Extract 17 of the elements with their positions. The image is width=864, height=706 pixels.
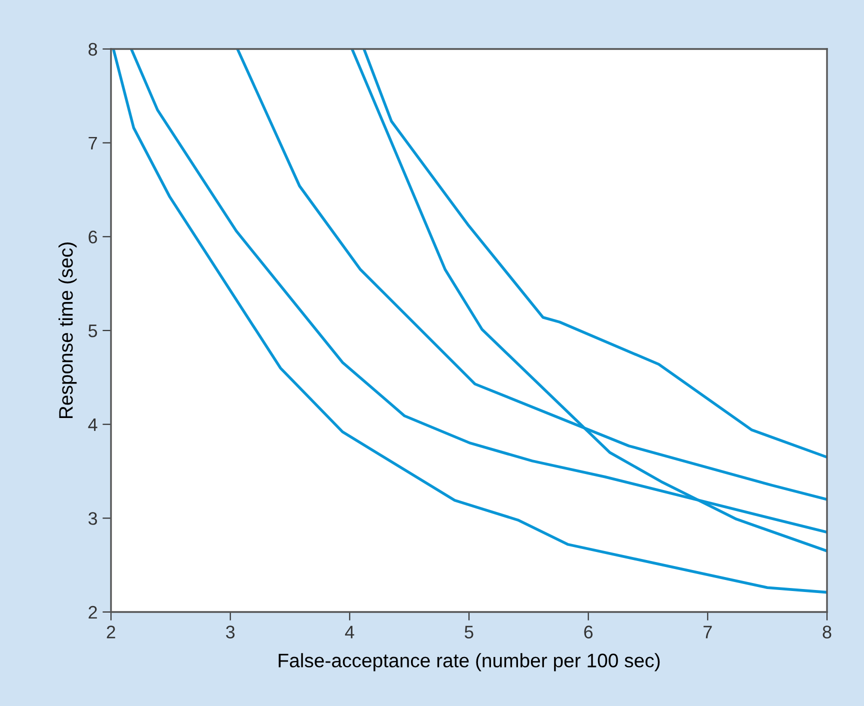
y-tick-label: 7: [88, 136, 97, 150]
x-tick-label: 7: [704, 626, 712, 638]
y-tick-label: 3: [88, 512, 98, 525]
y-axis-title: Response time (sec): [58, 242, 77, 418]
y-tick-label: 2: [88, 606, 97, 619]
line-series: [362, 49, 827, 459]
x-tick-label: 3: [226, 626, 235, 638]
y-tick-label: 8: [88, 42, 98, 56]
x-tick-label: 4: [345, 626, 354, 638]
y-tick-label: 6: [88, 230, 98, 244]
y-tick-label: 5: [88, 324, 98, 338]
x-tick-label: 6: [584, 626, 593, 638]
x-tick-label: 2: [106, 626, 116, 638]
x-tick-label: 5: [464, 626, 474, 638]
x-tick-label: 8: [822, 626, 832, 638]
y-tick-label: 4: [88, 418, 98, 431]
x-axis-title: False-acceptance rate (number per 100 sec): [278, 653, 660, 672]
